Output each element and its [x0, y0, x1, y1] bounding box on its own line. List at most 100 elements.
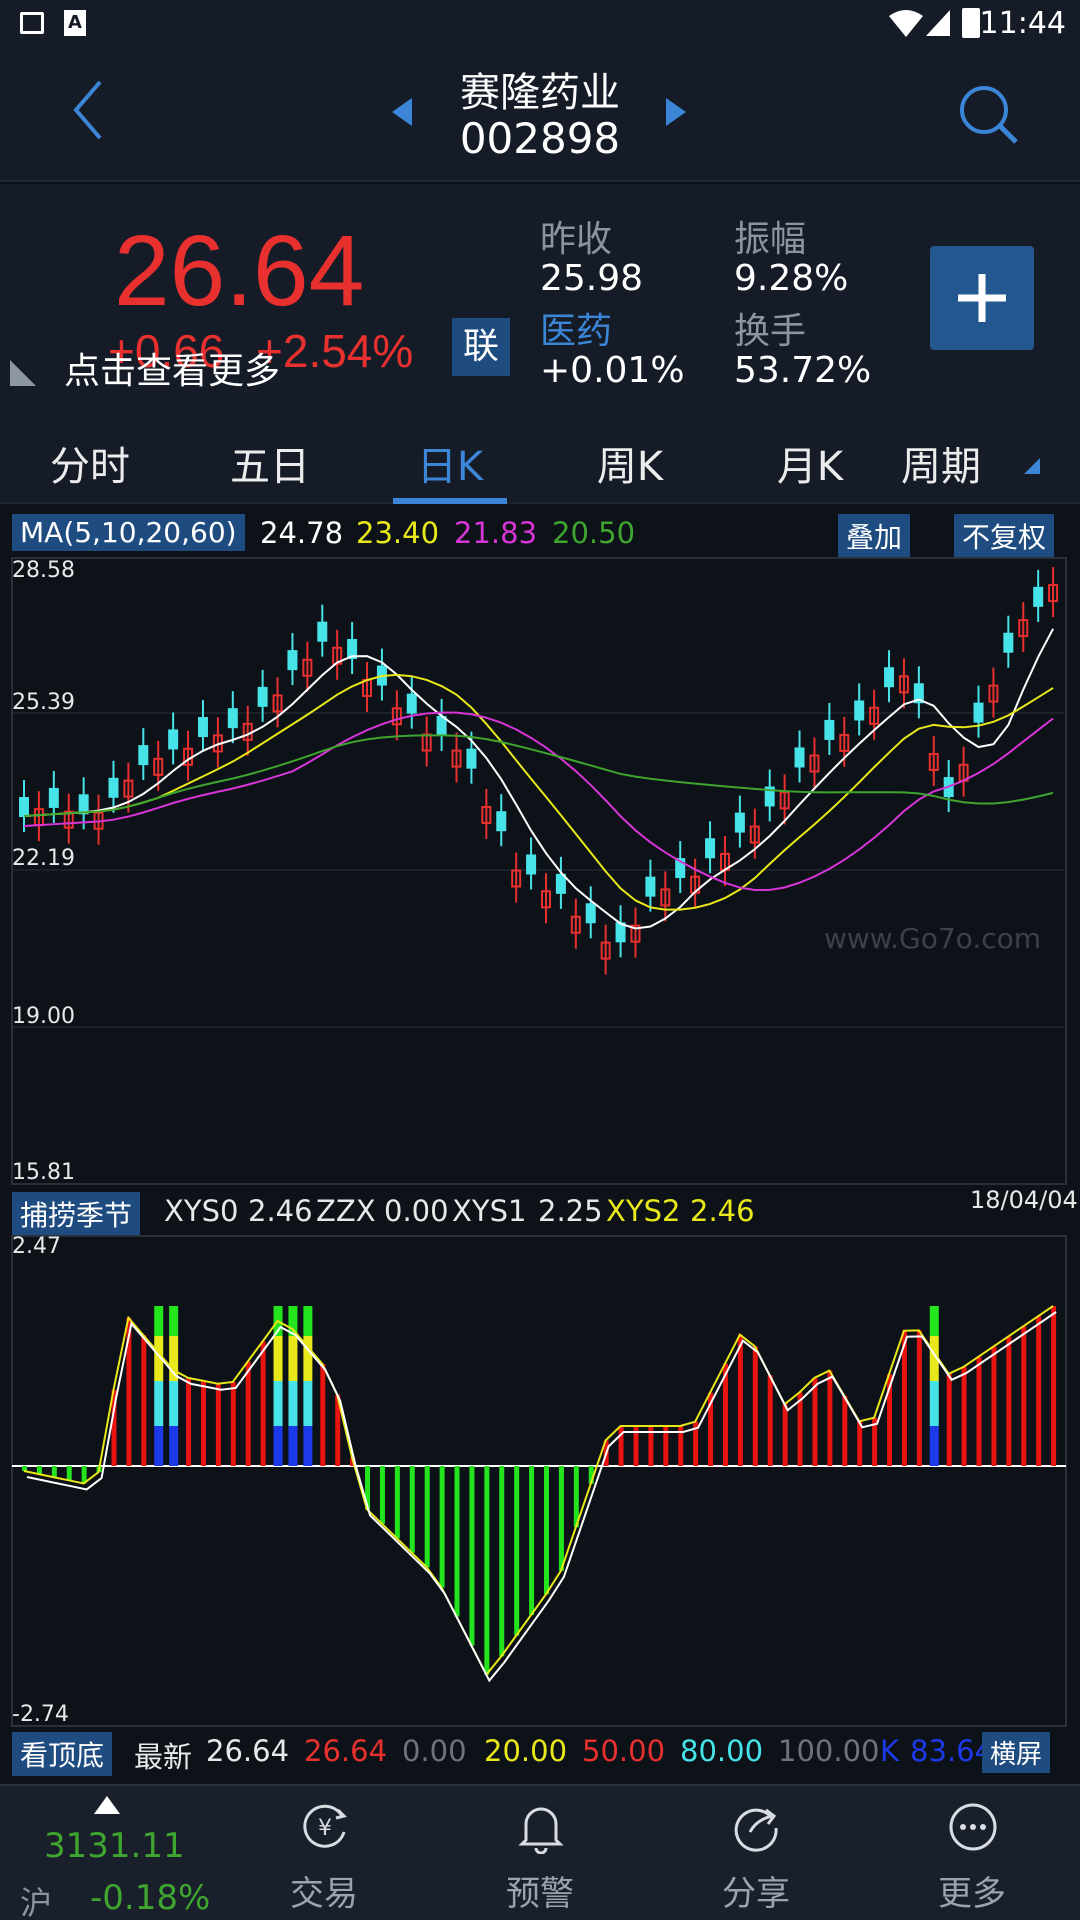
candle-body: [734, 812, 745, 833]
signal-bar: [169, 1306, 179, 1336]
nav-more[interactable]: 更多: [892, 1786, 1052, 1920]
candle-body: [511, 869, 522, 888]
nav-share[interactable]: 分享: [676, 1786, 836, 1920]
signal-bar: [303, 1381, 313, 1426]
indicator-bar: [946, 1373, 952, 1466]
indicator-bar: [529, 1466, 535, 1615]
indicator-bar: [51, 1466, 57, 1478]
share-icon: [734, 1808, 778, 1852]
indicator-bar: [648, 1426, 654, 1466]
indicator-bar: [81, 1466, 87, 1484]
latest-value: 26.64: [206, 1734, 290, 1768]
indicator-bar: [722, 1363, 728, 1466]
back-icon[interactable]: [68, 78, 108, 142]
tab-daily-k[interactable]: 日K: [416, 444, 484, 490]
candle-body: [645, 876, 656, 897]
candle-body: [660, 888, 671, 907]
indicator1-axis-bottom: -2.74: [12, 1702, 69, 1727]
candle-body: [391, 707, 402, 726]
plus-icon: [958, 274, 1006, 322]
nav-alert[interactable]: 预警: [460, 1786, 620, 1920]
indicator1-chart[interactable]: [0, 1234, 1080, 1728]
xys1-line: [26, 1311, 1057, 1683]
indicator-bar: [245, 1361, 251, 1466]
landscape-button[interactable]: 横屏: [982, 1732, 1051, 1773]
indicator-bar: [394, 1466, 400, 1539]
indicator-bar: [544, 1466, 549, 1595]
indicator-bar: [663, 1426, 669, 1466]
candle-body: [928, 752, 939, 771]
sector-label[interactable]: 医药: [540, 311, 613, 352]
indicator-bar: [230, 1381, 236, 1466]
candle-body: [764, 786, 775, 807]
ma20-line: [23, 711, 1054, 891]
candle-body: [630, 924, 641, 943]
signal-bar: [303, 1426, 313, 1466]
candle-body: [898, 675, 909, 694]
overlay-button[interactable]: 叠加: [838, 514, 911, 558]
tab-monthly-k[interactable]: 月K: [776, 444, 844, 490]
signal-bar: [273, 1381, 283, 1426]
candle-body: [302, 658, 313, 677]
tab-weekly-k[interactable]: 周K: [596, 444, 664, 490]
price-change: +0.66: [108, 325, 225, 377]
amplitude-value: 9.28%: [734, 258, 849, 299]
nav-trade[interactable]: ¥ 交易: [244, 1786, 404, 1920]
price-axis-4: 19.00: [12, 1004, 75, 1029]
prev-stock-icon[interactable]: [392, 98, 412, 126]
collapse-up-icon[interactable]: [94, 1796, 120, 1814]
ind2-value-2: 0.00: [402, 1734, 467, 1768]
signal-bar: [154, 1306, 164, 1336]
candle-body: [317, 621, 328, 642]
search-icon[interactable]: [958, 84, 1020, 146]
indicator-bar: [260, 1341, 266, 1466]
indicator-bar: [737, 1334, 743, 1466]
link-badge[interactable]: 联: [452, 318, 510, 376]
index-value: 3131.11: [44, 1826, 185, 1866]
turnover-label: 换手: [734, 311, 807, 352]
indicator-bar: [484, 1466, 490, 1675]
ma-tag[interactable]: MA(5,10,20,60): [12, 514, 245, 551]
candle-body: [481, 805, 492, 824]
ind2-value-6: 100.00: [778, 1734, 880, 1768]
indicator-frame: [11, 1235, 1067, 1727]
expand-corner-icon[interactable]: [10, 360, 36, 386]
period-dropdown-icon: [1024, 458, 1040, 474]
candle-body: [705, 838, 716, 859]
more-hint[interactable]: 点击查看更多: [64, 351, 281, 392]
candle-body: [108, 777, 119, 798]
indicator-bar: [1021, 1326, 1027, 1466]
candle-body: [809, 754, 820, 773]
candle-body: [138, 745, 149, 766]
indicator1-tag[interactable]: 捕捞季节: [12, 1192, 141, 1236]
candlestick-chart[interactable]: [0, 556, 1080, 1188]
k-label: K: [880, 1734, 900, 1768]
indicator-bar: [1036, 1316, 1042, 1466]
add-watchlist-button[interactable]: [930, 246, 1034, 350]
no-adjust-button[interactable]: 不复权: [954, 514, 1055, 558]
indicator-bar: [752, 1346, 758, 1466]
ma60-line: [23, 734, 1054, 817]
indicator-bar: [633, 1426, 639, 1466]
indicator-bar: [901, 1330, 907, 1466]
amplitude-label: 振幅: [734, 219, 807, 260]
indicator-bar: [514, 1466, 520, 1636]
tab-period[interactable]: 周期: [901, 444, 981, 490]
candle-body: [555, 873, 566, 894]
candle-body: [779, 791, 790, 810]
indicator-bar: [887, 1374, 893, 1466]
indicator-bar: [708, 1392, 714, 1466]
tab-five-day[interactable]: 五日: [230, 444, 310, 490]
clock: 11:44: [979, 6, 1066, 41]
indicator-bar: [22, 1466, 27, 1471]
indicator2-tag[interactable]: 看顶底: [12, 1732, 113, 1776]
tab-intraday[interactable]: 分时: [50, 444, 130, 490]
next-stock-icon[interactable]: [666, 98, 686, 126]
candle-body: [615, 922, 626, 943]
candle-body: [1033, 586, 1044, 607]
indicator-bar: [365, 1466, 371, 1510]
xys0-label: XYS0: [164, 1194, 239, 1228]
candle-body: [913, 683, 924, 704]
signal-bar: [929, 1381, 939, 1426]
ind2-value-4: 50.00: [582, 1734, 666, 1768]
